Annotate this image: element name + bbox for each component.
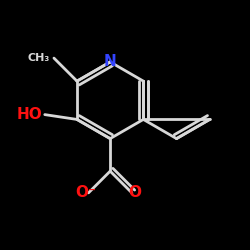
Text: N: N	[104, 54, 117, 70]
Text: O: O	[128, 185, 141, 200]
Text: O⁻: O⁻	[76, 185, 96, 200]
Text: HO: HO	[16, 107, 42, 122]
Text: CH₃: CH₃	[28, 53, 50, 63]
